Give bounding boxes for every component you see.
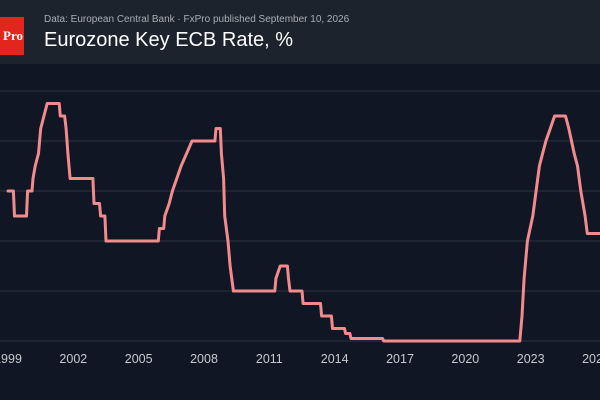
x-tick-label-2002: 2002 bbox=[59, 352, 87, 366]
x-tick-label-1999: 1999 bbox=[0, 352, 22, 366]
data-source-line: Data: European Central Bank · FxPro publ… bbox=[44, 14, 350, 25]
x-tick-label-2014: 2014 bbox=[321, 352, 349, 366]
fxpro-logo: Pro bbox=[0, 17, 24, 55]
ecb-rate-line bbox=[6, 102, 600, 343]
x-tick-label-2023: 2023 bbox=[517, 352, 545, 366]
x-tick-label-2026: 2026 bbox=[582, 352, 600, 366]
x-tick-label-2008: 2008 bbox=[190, 352, 218, 366]
x-tick-label-2017: 2017 bbox=[386, 352, 414, 366]
x-tick-label-2011: 2011 bbox=[256, 352, 283, 366]
x-tick-label-2020: 2020 bbox=[451, 352, 479, 366]
x-tick-label-2005: 2005 bbox=[125, 352, 153, 366]
chart-title: Eurozone Key ECB Rate, % bbox=[44, 29, 294, 51]
chart-header: Pro Data: European Central Bank · FxPro … bbox=[0, 0, 600, 64]
line-chart: 1999 2002 2005 2008 2011 2014 2017 2020 2023 2026 bbox=[0, 90, 600, 366]
